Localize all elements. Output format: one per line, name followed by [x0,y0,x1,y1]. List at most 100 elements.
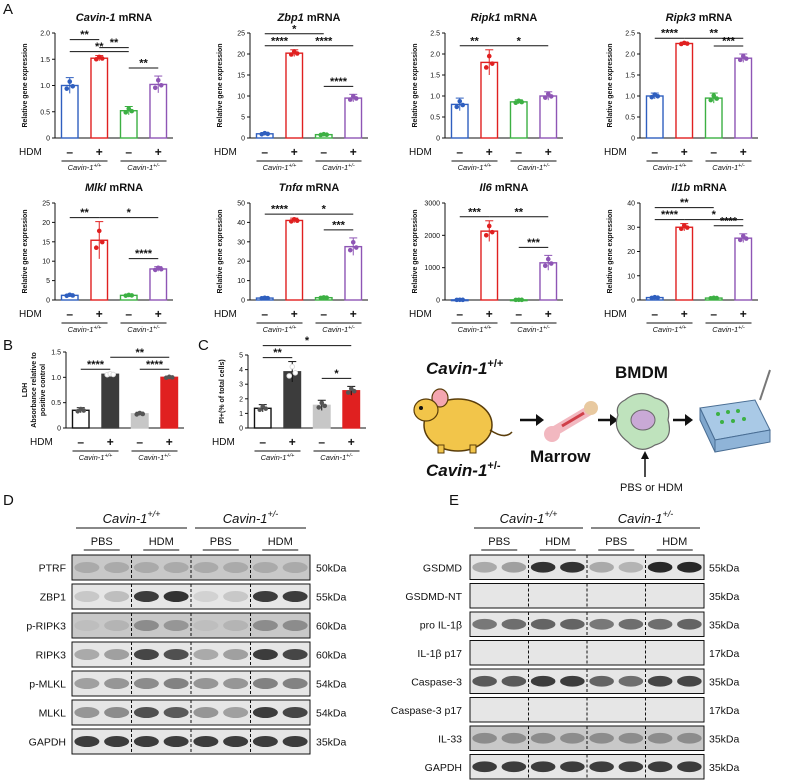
data-point [294,218,300,223]
blot-band [133,707,159,718]
significance-label: **** [135,248,153,260]
blot-band [472,761,497,773]
blot-band [104,591,130,602]
blot-band [193,707,219,718]
blot-kda-label: 35kDa [316,737,347,749]
blot-condition-label: HDM [149,536,174,548]
significance-label: **** [720,215,738,227]
significance-label: **** [271,204,289,216]
blot-band [104,707,130,718]
hdm-label: HDM [30,437,53,448]
genotype-label: Cavin-1+/- [138,453,171,462]
blot-protein-label: MLKL [39,708,67,720]
data-point [324,295,330,301]
blot-band [647,761,673,773]
data-point [81,408,87,413]
data-point [99,239,105,245]
blot-band [501,732,527,744]
blot-band [163,562,189,573]
blot-row: GSDMD-NT 35kDa [405,583,740,609]
minus-sign: – [710,145,717,159]
bar [509,101,528,139]
blot-kda-label: 35kDa [709,619,740,631]
significance-label: ** [273,347,282,359]
blot-band [618,761,644,773]
minus-sign: – [125,145,132,159]
data-point [70,83,76,89]
data-point [743,56,749,61]
y-tick-label: 10 [237,278,245,285]
genotype-label: Cavin-1+/- [517,325,550,334]
blot-protein-label: Caspase-3 p17 [391,705,462,717]
significance-label: **** [661,209,679,221]
blot-band [163,649,189,660]
y-tick-label: 5 [241,115,245,122]
blot-band [282,562,308,573]
minus-sign: – [136,435,143,449]
macrophage-illustration [615,392,671,450]
data-point [684,225,690,230]
blot-protein-label: p-MLKL [29,679,66,691]
data-point [265,295,271,301]
blot-kda-label: 17kDa [709,648,740,660]
blot-band [560,732,585,744]
blot-band [223,736,249,747]
data-point [714,96,720,101]
blot-band [589,732,614,744]
minus-sign: – [320,145,327,159]
bar [675,226,694,301]
significance-label: * [712,209,717,221]
genotype-label: Cavin-1+/+ [458,325,493,334]
blot-condition-label: PBS [605,536,627,548]
blot-row: GAPDH 35kDa [29,728,347,755]
panel-letter-c: C [198,337,209,354]
blot-band [252,591,278,602]
blot-protein-label: GSDMD-NT [405,591,462,603]
blot-row: MLKL 54kDa [39,699,347,726]
blot-band [193,649,219,660]
blot-condition-label: PBS [488,536,510,548]
data-point [545,91,551,97]
y-tick-label: 20 [237,52,245,59]
y-tick-label: 25 [42,201,50,208]
bar [342,390,361,429]
y-tick-label: 2.0 [625,52,635,59]
significance-label: ** [514,206,523,218]
blot-band [530,675,556,687]
data-point [126,106,132,111]
genotype-label: Cavin-1+/- [712,163,745,172]
hdm-label: HDM [409,309,432,320]
blot-header-het: Cavin-1+/- [223,509,279,526]
genotype-label: Cavin-1+/- [712,325,745,334]
data-point [263,406,269,411]
y-axis-label: Relative gene expression [217,209,224,293]
blot-band [472,618,497,630]
y-axis-label: Relative gene expression [22,43,29,127]
blot-kda-label: 35kDa [709,762,740,774]
y-tick-label: 1.0 [40,83,50,90]
blot-kda-label: 54kDa [316,679,347,691]
panel-e-western-blot: Cavin-1+/+ Cavin-1+/- PBS HDM PBS HDM GSDMD 55k… [391,509,740,780]
data-point [322,403,328,409]
data-point [708,97,714,103]
bar [645,95,664,139]
y-tick-label: 15 [42,239,50,246]
blot-row: Caspase-3 p17 17kDa [391,697,740,723]
blot-band [74,736,100,747]
data-point [649,94,655,100]
significance-label: *** [332,219,346,231]
genotype-label: Cavin-1+/- [127,163,160,172]
genotype-label: Cavin-1+/+ [653,163,688,172]
panel-letter-a: A [3,1,13,18]
hdm-label: HDM [214,309,237,320]
blot-band [282,591,308,602]
blot-band [223,620,249,631]
y-tick-label: 0 [239,426,243,433]
data-point [353,96,359,101]
bar [71,409,90,429]
data-point [740,53,746,59]
y-tick-label: 20 [42,220,50,227]
y-axis-label: Relative gene expression [412,209,419,293]
blot-band [133,591,159,602]
genotype-label: Cavin-1+/+ [653,325,688,334]
